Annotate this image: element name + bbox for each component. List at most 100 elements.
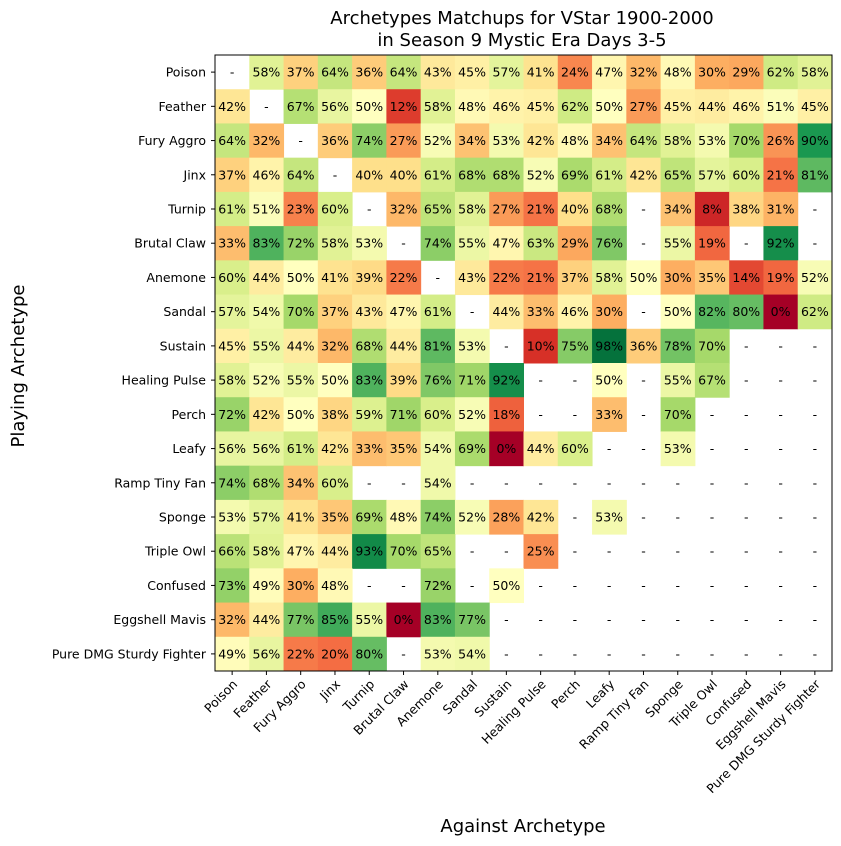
- heatmap-cell: [523, 89, 559, 124]
- heatmap-cell: [694, 89, 730, 124]
- heatmap-cell-label: 57%: [698, 167, 726, 182]
- heatmap-cell-label: 50%: [664, 304, 692, 319]
- heatmap-cell: [523, 294, 559, 330]
- heatmap-cell-label: 31%: [767, 202, 795, 217]
- heatmap-cell: [694, 363, 730, 398]
- heatmap-cell-label: 82%: [698, 304, 726, 319]
- heatmap-cell: [386, 602, 422, 638]
- heatmap-cell-label: 47%: [287, 544, 315, 559]
- heatmap-cell-label: 53%: [218, 510, 246, 525]
- heatmap-cell-label: 47%: [595, 65, 623, 80]
- heatmap-cell: [454, 431, 490, 467]
- heatmap-cell: [660, 363, 696, 398]
- heatmap-cell: [249, 157, 285, 193]
- heatmap-cell-label: 34%: [664, 202, 692, 217]
- heatmap-cell: [523, 260, 559, 296]
- heatmap-cell-label: 64%: [218, 133, 246, 148]
- heatmap-cell-label: -: [641, 373, 646, 388]
- heatmap-cell: [729, 260, 764, 296]
- heatmap-cell-label: 52%: [801, 270, 829, 285]
- heatmap-cell-label: 35%: [390, 441, 418, 456]
- heatmap-cell: [660, 123, 696, 159]
- heatmap-cell-label: -: [744, 441, 749, 456]
- heatmap-cell-label: 38%: [321, 407, 349, 422]
- heatmap-cell-label: -: [401, 646, 406, 661]
- heatmap-cell-label: 60%: [218, 270, 246, 285]
- heatmap-cell-label: 44%: [253, 270, 281, 285]
- heatmap-cell-label: 44%: [321, 544, 349, 559]
- y-tick-label: Fury Aggro: [138, 133, 206, 148]
- heatmap-cell-label: 76%: [595, 236, 623, 251]
- heatmap-cell: [729, 191, 764, 227]
- heatmap-cell-label: -: [744, 407, 749, 422]
- heatmap-cell-label: 49%: [253, 578, 281, 593]
- heatmap-cell-label: 50%: [355, 99, 383, 114]
- heatmap-cell: [694, 328, 730, 364]
- heatmap-cell-label: 43%: [424, 65, 452, 80]
- heatmap-cell: [317, 397, 353, 432]
- heatmap-cell: [317, 123, 353, 159]
- heatmap-cell: [249, 55, 285, 90]
- heatmap-cell-label: 42%: [253, 407, 281, 422]
- heatmap-cell: [454, 157, 490, 193]
- heatmap-cell-label: -: [778, 510, 783, 525]
- heatmap-cell-label: 53%: [355, 236, 383, 251]
- heatmap-cell-label: -: [607, 441, 612, 456]
- heatmap-cell-label: 28%: [492, 510, 520, 525]
- heatmap-cell: [317, 363, 353, 398]
- heatmap-cell: [386, 55, 422, 90]
- heatmap-cell-label: 19%: [767, 270, 795, 285]
- heatmap-cell-label: 32%: [253, 133, 281, 148]
- y-tick-label: Sandal: [163, 304, 206, 319]
- heatmap-cell-label: -: [607, 646, 612, 661]
- heatmap-cell: [763, 123, 799, 159]
- heatmap-cell: [523, 123, 559, 159]
- heatmap-cell: [557, 89, 593, 124]
- heatmap-cell: [557, 294, 593, 330]
- heatmap-cell-label: -: [710, 646, 715, 661]
- heatmap-cell: [626, 260, 662, 296]
- heatmap-cell: [454, 363, 490, 398]
- heatmap-cell-label: 36%: [321, 133, 349, 148]
- heatmap-cell: [763, 226, 799, 261]
- heatmap-cell-label: -: [778, 407, 783, 422]
- heatmap-cell: [454, 636, 490, 672]
- heatmap-cell-label: 59%: [355, 407, 383, 422]
- heatmap-cell-label: 69%: [355, 510, 383, 525]
- heatmap-cell-label: -: [778, 475, 783, 490]
- heatmap-cell: [386, 431, 422, 467]
- heatmap-cell-label: -: [538, 373, 543, 388]
- heatmap-cell-label: 56%: [321, 99, 349, 114]
- y-tick-label: Jinx: [183, 167, 206, 182]
- heatmap-cell: [420, 534, 456, 569]
- heatmap-cell-label: 44%: [492, 304, 520, 319]
- heatmap-cell: [420, 123, 456, 159]
- heatmap-cell-label: 60%: [321, 202, 349, 217]
- heatmap-cell: [557, 431, 593, 467]
- heatmap-cell-label: -: [538, 646, 543, 661]
- heatmap-cell-label: 29%: [732, 65, 760, 80]
- heatmap-cell-label: 68%: [492, 167, 520, 182]
- heatmap-cell: [420, 226, 456, 261]
- heatmap-cell: [694, 260, 730, 296]
- heatmap-cell: [386, 328, 422, 364]
- heatmap-cell-label: 27%: [492, 202, 520, 217]
- heatmap-cell-label: -: [744, 578, 749, 593]
- heatmap-cell: [317, 534, 353, 569]
- heatmap-cell: [420, 55, 456, 90]
- heatmap-cell: [694, 294, 730, 330]
- heatmap-cell-label: -: [744, 475, 749, 490]
- heatmap-cell-label: 50%: [492, 578, 520, 593]
- heatmap-cell-label: 54%: [424, 475, 452, 490]
- heatmap-cell-label: 37%: [218, 167, 246, 182]
- heatmap-cell-label: 40%: [355, 167, 383, 182]
- heatmap-cell-label: 70%: [664, 407, 692, 422]
- heatmap-cell-label: -: [744, 338, 749, 353]
- heatmap-cell-label: -: [641, 510, 646, 525]
- heatmap-cell-label: -: [778, 612, 783, 627]
- heatmap-cell: [352, 226, 387, 261]
- heatmap-cell: [626, 328, 662, 364]
- heatmap-cell: [352, 260, 387, 296]
- heatmap-cell-label: 52%: [527, 167, 555, 182]
